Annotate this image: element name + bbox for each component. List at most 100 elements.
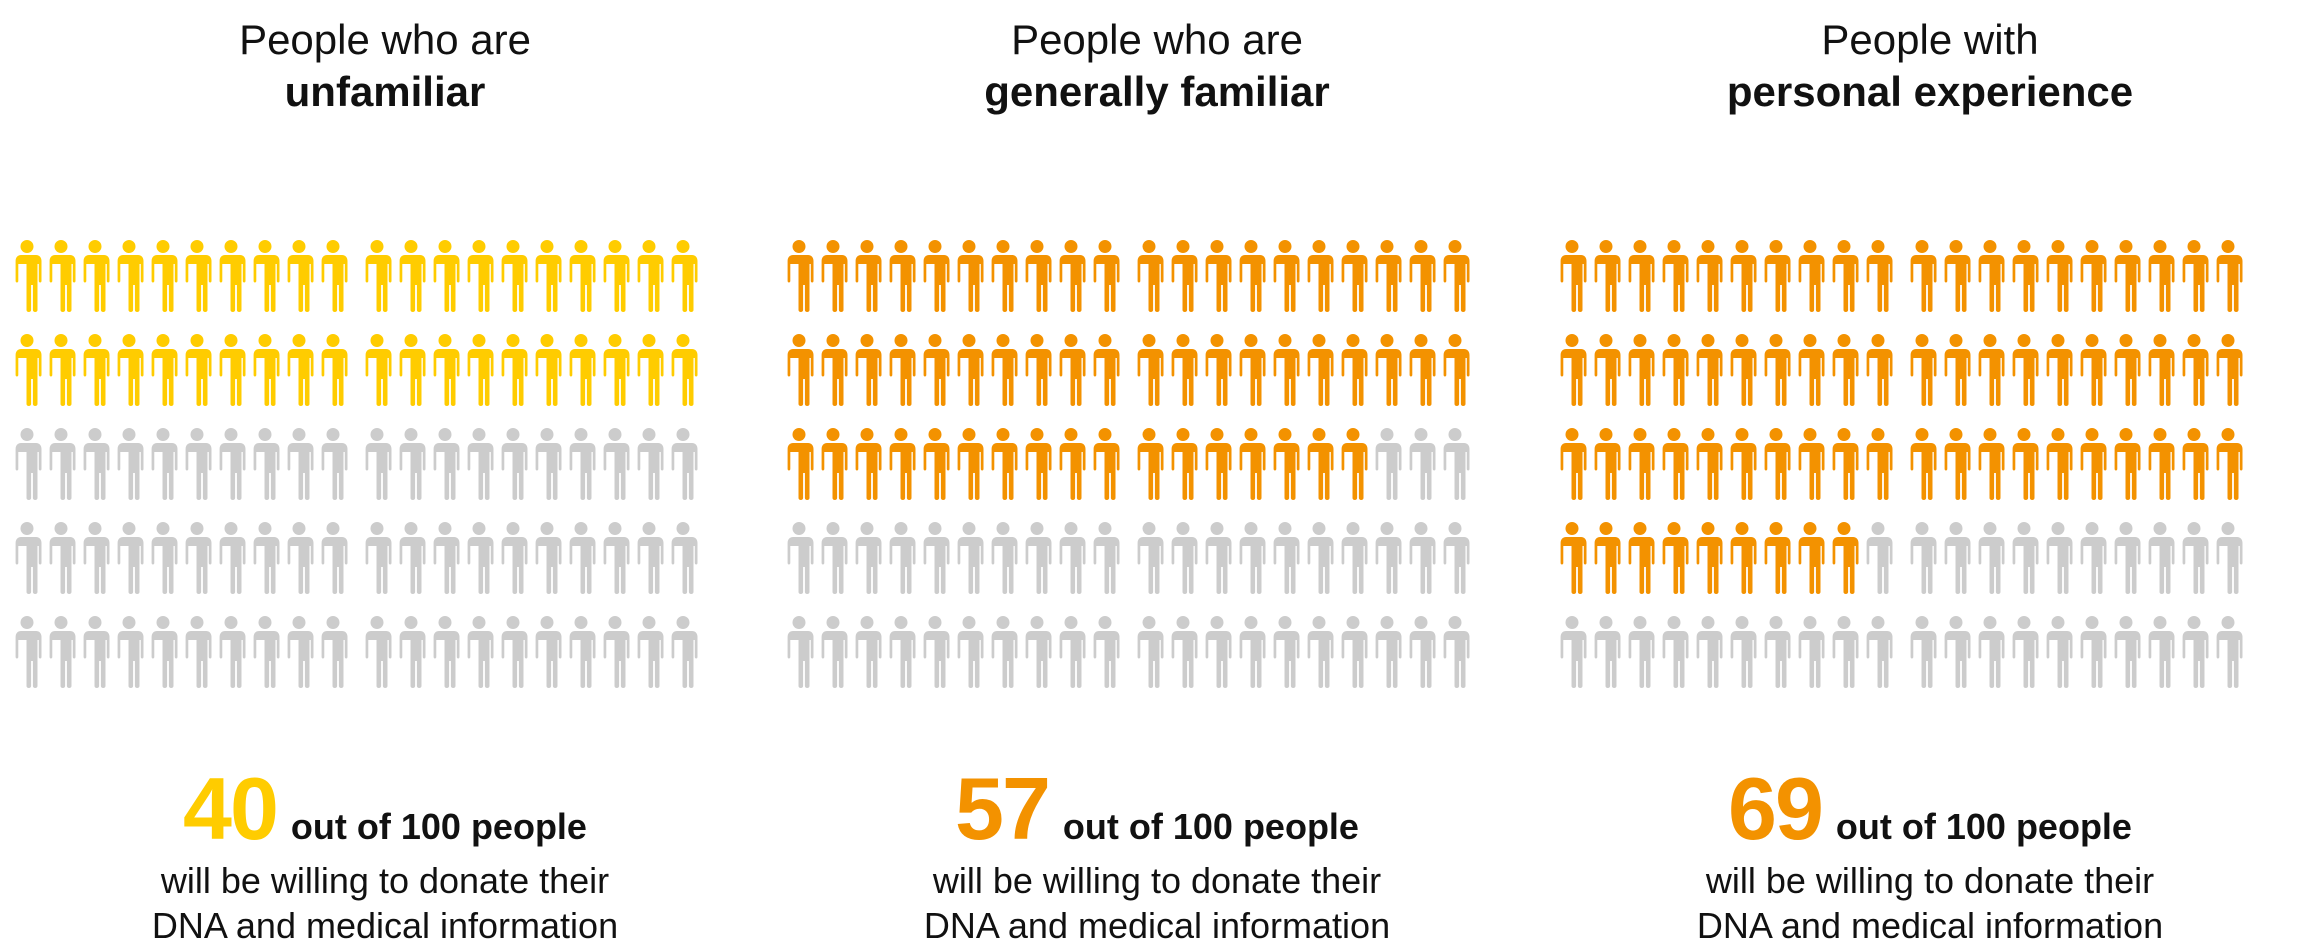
person-icon — [1764, 240, 1791, 312]
person-icon — [2182, 616, 2209, 688]
person-icon — [185, 616, 212, 688]
person-icon — [1273, 428, 1300, 500]
person-icon — [399, 616, 426, 688]
person-icon — [1798, 334, 1825, 406]
person-icon — [1137, 522, 1164, 594]
person-icon — [1798, 428, 1825, 500]
person-icon — [287, 616, 314, 688]
person-icon — [1205, 334, 1232, 406]
person-icon — [467, 522, 494, 594]
panel-personal-experience: People with personal experience 69 out of… — [1545, 0, 2298, 946]
person-icon — [1443, 616, 1470, 688]
person-icon — [991, 616, 1018, 688]
person-icon — [923, 334, 950, 406]
person-icon — [671, 334, 698, 406]
person-icon — [1944, 428, 1971, 500]
person-icon — [1560, 616, 1587, 688]
person-icon — [1171, 428, 1198, 500]
person-icon — [787, 240, 814, 312]
person-icon — [2046, 616, 2073, 688]
pictogram-grid — [15, 240, 698, 688]
stat-suffix: out of 100 people — [1835, 806, 2132, 847]
person-icon — [287, 522, 314, 594]
person-icon — [1307, 522, 1334, 594]
person-icon — [399, 428, 426, 500]
person-icon — [1628, 522, 1655, 594]
person-icon — [637, 240, 664, 312]
person-icon — [1696, 334, 1723, 406]
person-icon — [2080, 522, 2107, 594]
person-icon — [603, 428, 630, 500]
stat-block: 69 out of 100 people will be willing to d… — [1545, 760, 2298, 948]
person-icon — [1443, 334, 1470, 406]
person-icon — [603, 334, 630, 406]
person-icon — [1910, 428, 1937, 500]
person-icon — [2182, 334, 2209, 406]
person-icon — [1730, 240, 1757, 312]
person-icon — [2114, 240, 2141, 312]
person-icon — [1307, 428, 1334, 500]
person-icon — [957, 428, 984, 500]
person-icon — [399, 334, 426, 406]
person-icon — [569, 616, 596, 688]
person-icon — [15, 616, 42, 688]
person-icon — [1171, 240, 1198, 312]
stat-desc-line-1: will be willing to donate their — [1705, 860, 2155, 901]
person-icon — [1443, 522, 1470, 594]
person-icon — [287, 334, 314, 406]
person-icon — [1730, 334, 1757, 406]
panel-title: People with personal experience — [1545, 14, 2298, 118]
person-icon — [855, 334, 882, 406]
person-icon — [569, 240, 596, 312]
person-icon — [889, 428, 916, 500]
person-icon — [1662, 428, 1689, 500]
person-icon — [151, 522, 178, 594]
person-icon — [1341, 522, 1368, 594]
person-icon — [787, 334, 814, 406]
person-icon — [2216, 240, 2243, 312]
person-icon — [1798, 522, 1825, 594]
person-icon — [889, 616, 916, 688]
stat-suffix: out of 100 people — [1062, 806, 1359, 847]
panel-generally-familiar: People who are generally familiar 57 out … — [772, 0, 1532, 946]
stat-desc-line-1: will be willing to donate their — [160, 860, 610, 901]
person-icon — [253, 522, 280, 594]
person-icon — [889, 334, 916, 406]
person-icon — [1307, 334, 1334, 406]
person-icon — [83, 616, 110, 688]
person-icon — [1059, 334, 1086, 406]
person-icon — [185, 522, 212, 594]
person-icon — [603, 616, 630, 688]
stat-suffix: out of 100 people — [290, 806, 587, 847]
person-icon — [117, 428, 144, 500]
person-icon — [2012, 240, 2039, 312]
person-icon — [1560, 334, 1587, 406]
person-icon — [535, 522, 562, 594]
person-icon — [1764, 334, 1791, 406]
person-icon — [1239, 522, 1266, 594]
person-icon — [671, 240, 698, 312]
person-icon — [2046, 240, 2073, 312]
person-icon — [569, 334, 596, 406]
person-icon — [1409, 334, 1436, 406]
person-icon — [821, 428, 848, 500]
person-icon — [1137, 240, 1164, 312]
person-icon — [1978, 616, 2005, 688]
person-icon — [467, 240, 494, 312]
person-icon — [501, 240, 528, 312]
person-icon — [1137, 334, 1164, 406]
person-icon — [1910, 522, 1937, 594]
person-icon — [501, 428, 528, 500]
person-icon — [1560, 240, 1587, 312]
person-icon — [1662, 616, 1689, 688]
person-icon — [1944, 240, 1971, 312]
person-icon — [253, 616, 280, 688]
person-icon — [855, 616, 882, 688]
person-icon — [365, 334, 392, 406]
person-icon — [1910, 616, 1937, 688]
person-icon — [787, 522, 814, 594]
person-icon — [2080, 334, 2107, 406]
person-icon — [1832, 616, 1859, 688]
person-icon — [1375, 522, 1402, 594]
person-icon — [1978, 522, 2005, 594]
